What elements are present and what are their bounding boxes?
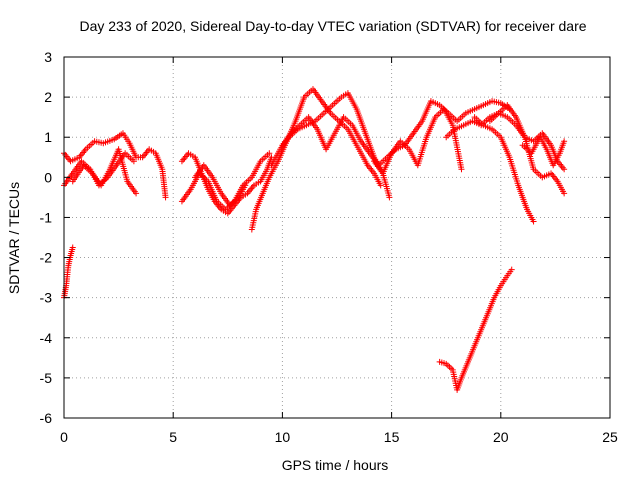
x-tick-labels: 0 5 10 15 20 25 [60,429,618,445]
data-point-marker [458,166,465,173]
y-tick-labels: 3 2 1 0 -1 -2 -3 -4 -5 -6 [40,49,53,426]
series-arc-p [436,266,515,393]
axis-ticks [63,56,611,419]
data-point-marker [561,190,568,197]
plot-frame [63,56,611,419]
x-tick-label: 20 [493,429,509,445]
y-tick-label: -6 [40,410,53,426]
y-tick-label: 2 [44,89,52,105]
x-tick-label: 15 [384,429,400,445]
series-arc-o [519,134,568,169]
series-arc-d [61,244,76,301]
data-point-marker [162,194,169,201]
data-points [61,86,568,393]
y-tick-label: -2 [40,250,53,266]
chart-title: Day 233 of 2020, Sidereal Day-to-day VTE… [79,18,586,34]
series-arc-f [178,150,273,213]
data-point-marker [508,266,515,273]
y-tick-label: 1 [44,129,52,145]
series-arc-j [279,98,513,169]
x-tick-label: 25 [602,429,618,445]
y-tick-label: -1 [40,209,53,225]
data-point-marker [130,158,137,165]
data-point-marker [561,166,568,173]
x-tick-label: 0 [60,429,68,445]
series-arc-c [69,146,140,197]
data-point-marker [133,190,140,197]
series-arc-m [471,114,537,225]
data-point-marker [561,138,568,145]
series-arc-k [371,106,465,177]
data-point-marker [69,244,76,251]
data-point-marker [530,218,537,225]
grid-lines [64,57,610,418]
data-point-marker [386,194,393,201]
data-point-marker [266,150,273,157]
x-tick-label: 5 [169,429,177,445]
y-tick-label: 0 [44,169,52,185]
y-tick-label: -5 [40,370,53,386]
y-tick-label: 3 [44,49,52,65]
y-tick-label: -3 [40,290,53,306]
series-arc-a [61,130,169,201]
y-axis-label: SDTVAR / TECUs [6,182,22,294]
series-arc-g [192,162,249,209]
data-point-marker [377,182,384,189]
data-point-marker [242,182,249,189]
x-axis-label: GPS time / hours [282,457,389,473]
x-tick-label: 10 [275,429,291,445]
y-tick-label: -4 [40,330,53,346]
